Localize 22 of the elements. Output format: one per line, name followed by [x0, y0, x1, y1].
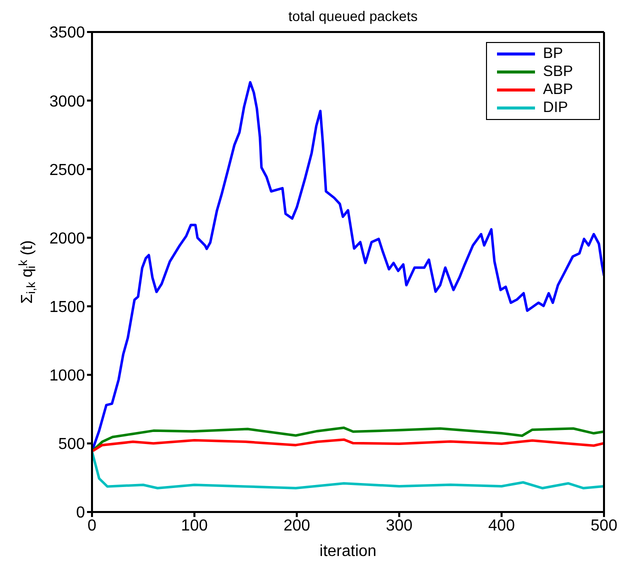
x-tick-label: 500: [590, 517, 618, 534]
line-series: [92, 450, 604, 490]
y-tick-label: 1500: [49, 298, 86, 316]
x-tick-label: 300: [386, 517, 413, 534]
legend-label: ABP: [542, 81, 573, 99]
y-tick-label: 1000: [49, 368, 86, 385]
chart-title: total queued packets: [287, 8, 419, 24]
x-axis-title: iteration: [320, 543, 376, 560]
x-tick-label: 100: [181, 517, 208, 534]
line-series: [92, 438, 604, 453]
y-tick-label: 2000: [49, 230, 86, 248]
legend-label: SBP: [542, 63, 573, 81]
y-tick-label: 3500: [49, 24, 86, 42]
y-tick-label: 3000: [49, 93, 86, 110]
y-tick-label: 500: [58, 436, 86, 454]
x-tick-label: 400: [488, 517, 516, 534]
y-tick-label: 2500: [49, 162, 86, 179]
x-tick-label: 200: [283, 517, 310, 534]
x-tick-label: 0: [88, 517, 97, 534]
legend-label: BP: [542, 45, 563, 63]
legend-label: DIP: [542, 99, 568, 117]
y-tick-label: 0: [76, 504, 86, 522]
